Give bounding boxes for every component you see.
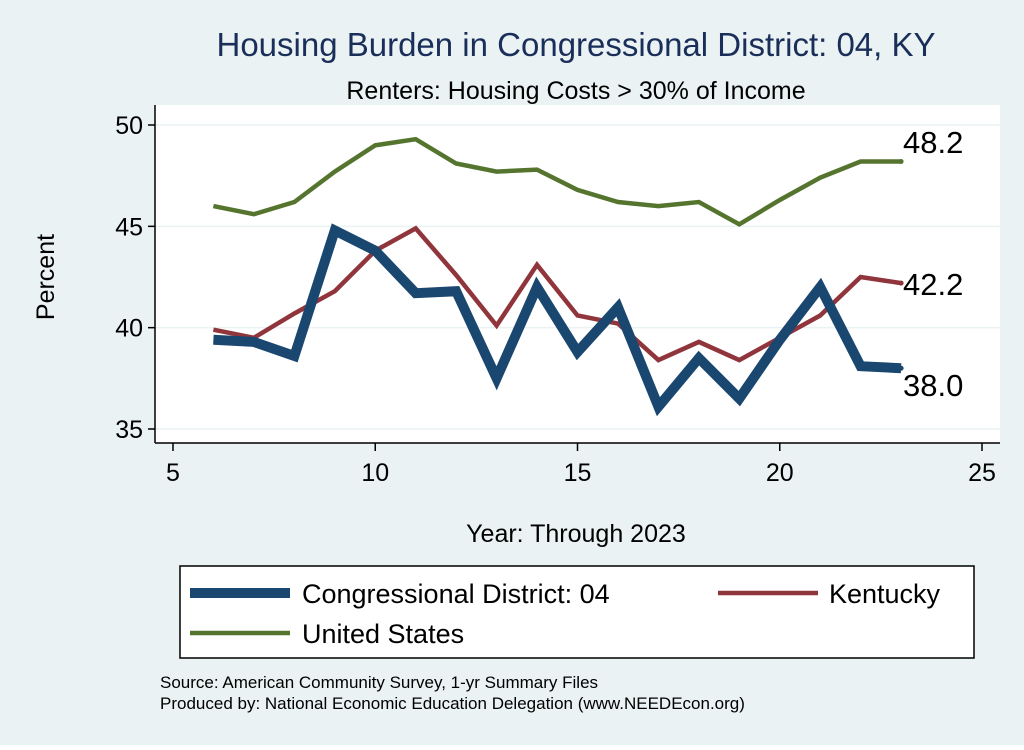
x-tick-label: 15 [564, 459, 592, 487]
y-axis-label: Percent [32, 234, 60, 320]
gridlines [155, 124, 1000, 430]
source-note: Source: American Community Survey, 1-yr … [160, 673, 598, 692]
y-tick-label: 50 [115, 112, 143, 140]
x-tick-label: 25 [968, 459, 996, 487]
series-lines [212, 136, 904, 417]
x-tick-label: 20 [766, 459, 794, 487]
series-end-point [898, 365, 904, 371]
end-value-label: 38.0 [903, 368, 963, 403]
chart-subtitle: Renters: Housing Costs > 30% of Income [346, 77, 805, 105]
series-line-congressional-district-04 [213, 223, 902, 417]
end-labels: 38.0 42.2 48.2 [903, 125, 963, 403]
series-end-point [898, 158, 904, 164]
y-tick-label: 35 [115, 416, 143, 444]
x-tick-label: 5 [166, 459, 180, 487]
x-tick-label: 10 [361, 459, 389, 487]
end-value-label: 48.2 [903, 125, 963, 160]
plot-area [155, 105, 1000, 443]
legend-label: United States [302, 619, 464, 649]
end-value-label: 42.2 [903, 267, 963, 302]
x-axis-ticks: 5 10 15 20 25 [166, 443, 996, 487]
y-tick-label: 45 [115, 213, 143, 241]
x-axis-label: Year: Through 2023 [466, 520, 686, 548]
legend: Congressional District: 04 Kentucky United… [179, 565, 975, 659]
legend-label: Congressional District: 04 [302, 579, 610, 609]
chart-title: Housing Burden in Congressional District… [216, 26, 935, 63]
series-line-united-states [212, 136, 902, 227]
producer-note: Produced by: National Economic Education… [160, 694, 745, 713]
series-end-point [898, 280, 904, 286]
y-tick-label: 40 [115, 315, 143, 343]
legend-box [179, 565, 975, 659]
y-axis-ticks: 35 40 45 50 [115, 112, 155, 444]
legend-label: Kentucky [829, 579, 941, 609]
